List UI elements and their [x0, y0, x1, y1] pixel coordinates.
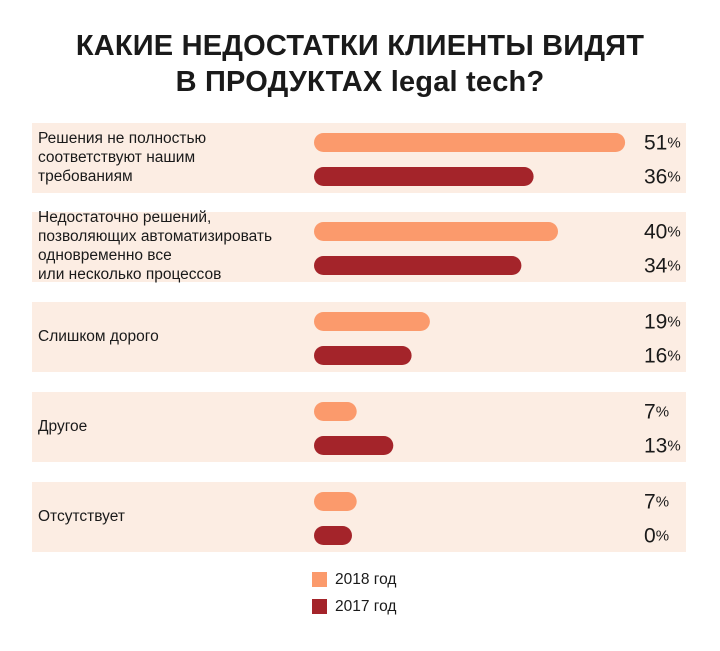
legend-label-2018: 2018 год: [335, 570, 397, 588]
value-label-2017-5: 0%: [644, 525, 669, 548]
legend: 2018 год 2017 год: [312, 566, 396, 620]
legend-swatch-2018: [312, 572, 327, 587]
category-label-line: позволяющих автоматизировать: [38, 228, 273, 245]
title-line-2: В ПРОДУКТАХ legal tech?: [175, 66, 545, 98]
bar-2017-1: [314, 167, 534, 186]
value-label-2017-3: 16%: [644, 345, 681, 368]
bar-2018-3: [314, 312, 430, 331]
category-label-line: Слишком дорого: [38, 327, 159, 345]
category-label-line: или несколько процессов: [38, 266, 222, 283]
chart-title: КАКИЕ НЕДОСТАТКИ КЛИЕНТЫ ВИДЯТ В ПРОДУКТ…: [0, 28, 720, 100]
category-label-1: Решения не полностью соответствуют нашим т…: [38, 129, 328, 186]
category-label-line: Отсутствует: [38, 507, 125, 525]
category-label-3: Слишком дорого: [38, 327, 328, 346]
category-label-line: одновременно все: [38, 247, 172, 264]
legend-item-2018: 2018 год: [312, 566, 396, 593]
category-label-line: Решения не полностью: [38, 129, 207, 147]
bar-2017-5: [314, 526, 352, 545]
category-label-4: Другое: [38, 417, 328, 436]
bar-2017-3: [314, 346, 412, 365]
bar-2017-2: [314, 256, 522, 275]
category-label-line: соответствуют нашим: [38, 148, 196, 166]
bar-2018-2: [314, 222, 558, 241]
category-label-line: требованиям: [38, 167, 133, 185]
legend-swatch-2017: [312, 599, 327, 614]
value-label-2018-1: 51%: [644, 132, 681, 155]
title-line-1: КАКИЕ НЕДОСТАТКИ КЛИЕНТЫ ВИДЯТ: [75, 30, 645, 62]
value-label-2017-2: 34%: [644, 255, 681, 278]
value-label-2017-4: 13%: [644, 435, 681, 458]
category-label-2: Недостаточно решений, позволяющих автомат…: [38, 208, 328, 284]
value-label-2018-2: 40%: [644, 221, 681, 244]
legend-item-2017: 2017 год: [312, 593, 396, 620]
value-label-2017-1: 36%: [644, 166, 681, 189]
category-label-5: Отсутствует: [38, 507, 328, 526]
value-label-2018-3: 19%: [644, 311, 681, 334]
bar-2018-1: [314, 133, 626, 152]
value-label-2018-4: 7%: [644, 401, 669, 424]
bar-2017-4: [314, 436, 394, 455]
value-label-2018-5: 7%: [644, 491, 669, 514]
legend-label-2017: 2017 год: [335, 597, 397, 615]
category-label-line: Недостаточно решений,: [38, 209, 212, 226]
category-label-line: Другое: [38, 417, 88, 435]
